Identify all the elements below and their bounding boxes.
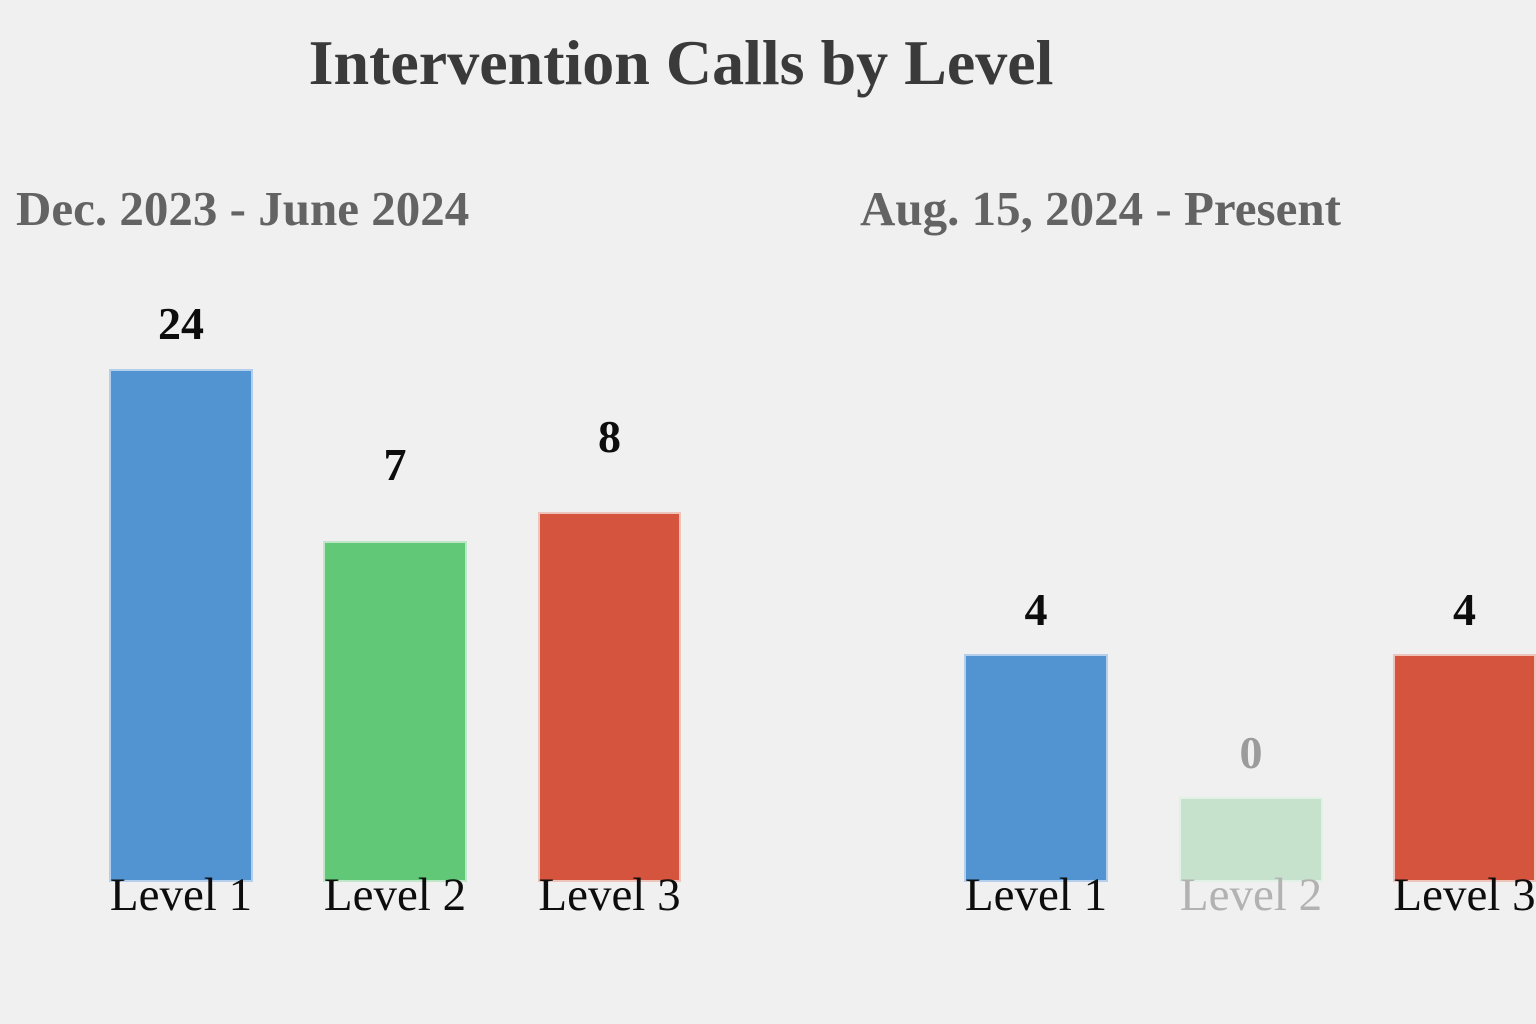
bar-category-g1-level2: Level 2 — [323, 869, 467, 921]
group-subtitle-dec2023-june2024: Dec. 2023 - June 2024 — [16, 181, 470, 236]
bar-value-g2-level3: 4 — [1453, 584, 1476, 635]
bar-g2-level1 — [964, 654, 1108, 882]
bar-value-g2-level1: 4 — [1024, 584, 1048, 635]
bar-category-g2-level3: Level 3 — [1393, 869, 1536, 921]
group-subtitle-aug2024-present: Aug. 15, 2024 - Present — [860, 181, 1341, 236]
chart-title: Intervention Calls by Level — [308, 27, 1054, 98]
bar-category-g1-level3: Level 3 — [538, 869, 681, 921]
bar-value-g2-level2-zero: 0 — [1239, 727, 1263, 778]
bar-g2-level3 — [1393, 654, 1536, 882]
bar-value-g1-level3: 8 — [598, 411, 621, 462]
bar-value-g1-level1: 24 — [158, 298, 204, 349]
bar-category-g2-level1: Level 1 — [964, 869, 1108, 921]
bar-category-g2-level2: Level 2 — [1179, 869, 1323, 921]
bar-value-g1-level2: 7 — [383, 439, 407, 490]
bar-g1-level3 — [538, 512, 681, 882]
bar-g1-level2 — [323, 541, 467, 882]
bar-g2-level2-zero — [1179, 797, 1323, 882]
bar-g1-level1 — [109, 369, 253, 882]
bar-category-g1-level1: Level 1 — [109, 869, 253, 921]
